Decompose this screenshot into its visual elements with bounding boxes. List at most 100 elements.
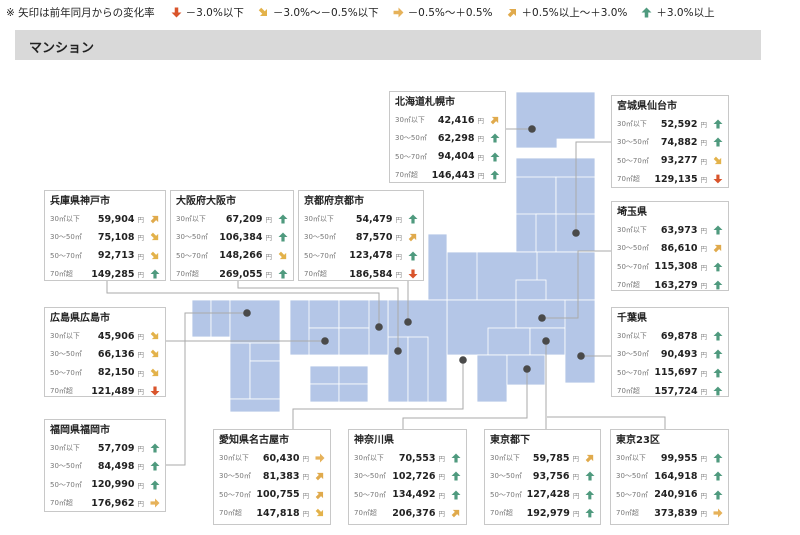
- price-row: 30～50㎡ 87,570 円: [304, 228, 418, 246]
- trend-right-arrow-icon: [713, 508, 723, 518]
- marker-tokyo: [542, 337, 550, 345]
- price-value: 192,979: [526, 507, 570, 519]
- size-band-label: 70㎡超: [616, 509, 639, 518]
- price-value: 90,493: [660, 348, 698, 360]
- currency-unit: 円: [700, 139, 708, 148]
- size-band-label: 50～70㎡: [176, 251, 208, 260]
- connector-kobe: [106, 281, 380, 327]
- region-title: 神奈川県: [354, 435, 394, 446]
- currency-unit: 円: [137, 351, 145, 360]
- currency-unit: 円: [700, 245, 708, 254]
- currency-unit: 円: [700, 121, 708, 130]
- currency-unit: 円: [395, 216, 403, 225]
- section-title: マンション: [29, 41, 95, 56]
- price-row: 30～50㎡ 93,756 円: [490, 467, 595, 485]
- currency-unit: 円: [137, 500, 145, 509]
- currency-unit: 円: [137, 234, 145, 243]
- price-value: 42,416: [437, 114, 475, 126]
- price-row: 30㎡以下 54,479 円: [304, 210, 418, 228]
- region-title: 埼玉県: [617, 207, 647, 218]
- currency-unit: 円: [302, 491, 310, 500]
- price-row: 30～50㎡ 106,384 円: [176, 228, 288, 246]
- currency-unit: 円: [477, 135, 485, 144]
- size-band-label: 30～50㎡: [616, 472, 648, 481]
- price-row: 30㎡以下 69,878 円: [617, 327, 723, 345]
- size-band-label: 50～70㎡: [395, 152, 427, 161]
- size-band-label: 70㎡超: [617, 175, 640, 184]
- marker-hiroshima: [321, 337, 329, 345]
- trend-up-arrow-icon: [713, 368, 723, 378]
- legend-item-down: －3.0%以下: [171, 5, 244, 20]
- trend-up-arrow-icon: [408, 251, 418, 261]
- price-row: 30～50㎡ 102,726 円: [354, 467, 461, 485]
- price-row: 50～70㎡ 82,150 円: [50, 364, 160, 382]
- currency-unit: 円: [477, 153, 485, 162]
- price-row: 30㎡以下 59,785 円: [490, 449, 595, 467]
- trend-up-arrow-icon: [713, 490, 723, 500]
- size-band-label: 50～70㎡: [490, 490, 522, 499]
- price-value: 134,492: [392, 489, 436, 501]
- trend-down-right-arrow-icon: [150, 233, 159, 241]
- region-card-saitama: 埼玉県 30㎡以下 63,973 円 30～50㎡ 86,610 円 50～70㎡ 115,30…: [611, 201, 729, 291]
- price-value: 149,285: [91, 268, 135, 280]
- price-row: 50～70㎡ 92,713 円: [50, 247, 160, 265]
- trend-down-right-arrow-icon: [713, 156, 722, 164]
- currency-unit: 円: [700, 176, 708, 185]
- size-band-label: 70㎡超: [395, 171, 418, 180]
- legend-label: ＋0.5%以上～＋3.0%: [521, 6, 628, 19]
- price-value: 74,882: [660, 136, 698, 148]
- trend-down-arrow-icon: [150, 386, 160, 396]
- trend-up-right-arrow-icon: [490, 116, 499, 125]
- currency-unit: 円: [137, 252, 145, 261]
- size-band-label: 50～70㎡: [354, 490, 386, 499]
- currency-unit: 円: [700, 333, 708, 342]
- price-value: 127,428: [526, 489, 570, 501]
- size-band-label: 50～70㎡: [617, 262, 649, 271]
- marker-kyoto: [404, 318, 412, 326]
- size-band-label: 70㎡超: [219, 509, 242, 518]
- region-card-fukuoka: 福岡県福岡市 30㎡以下 57,709 円 30～50㎡ 84,498 円 50～70㎡ 120…: [44, 419, 166, 512]
- price-row: 70㎡超 176,962 円: [50, 494, 160, 512]
- price-value: 82,150: [97, 367, 135, 379]
- size-band-label: 30㎡以下: [50, 215, 80, 224]
- legend-label: －3.0%～－0.5%以下: [272, 6, 379, 19]
- price-row: 50～70㎡ 123,478 円: [304, 247, 418, 265]
- connector-fukuoka: [165, 312, 247, 466]
- size-band-label: 70㎡超: [617, 387, 640, 396]
- size-band-label: 50～70㎡: [617, 156, 649, 165]
- region-card-kobe: 兵庫県神戸市 30㎡以下 59,904 円 30～50㎡ 75,108 円 50～70㎡ 92,…: [44, 190, 166, 281]
- price-row: 30㎡以下 67,209 円: [176, 210, 288, 228]
- trend-down-arrow-icon: [171, 7, 182, 17]
- trend-up-arrow-icon: [713, 262, 723, 272]
- trend-up-arrow-icon: [585, 490, 595, 500]
- price-value: 99,955: [660, 452, 698, 464]
- size-band-label: 30～50㎡: [617, 244, 649, 253]
- trend-up-right-arrow-icon: [315, 491, 324, 499]
- price-row: 30～50㎡ 86,610 円: [617, 239, 723, 257]
- size-band-label: 50～70㎡: [50, 480, 82, 489]
- trend-up-arrow-icon: [490, 133, 500, 143]
- marker-sendai: [572, 229, 580, 237]
- price-value: 269,055: [219, 268, 263, 280]
- size-band-label: 30～50㎡: [50, 462, 82, 471]
- price-value: 206,376: [392, 507, 436, 519]
- size-band-label: 30㎡以下: [50, 332, 80, 341]
- region-card-osaka: 大阪府大阪市 30㎡以下 67,209 円 30～50㎡ 106,384 円 50～70㎡ 14…: [170, 190, 294, 281]
- size-band-label: 30～50㎡: [304, 233, 336, 242]
- currency-unit: 円: [572, 510, 580, 519]
- region-title: 宮城県仙台市: [617, 101, 677, 112]
- size-band-label: 30～50㎡: [50, 233, 82, 242]
- trend-up-right-arrow-icon: [507, 8, 516, 17]
- trend-up-arrow-icon: [150, 443, 160, 453]
- trend-down-right-arrow-icon: [278, 251, 287, 259]
- currency-unit: 円: [438, 455, 446, 464]
- price-value: 102,726: [392, 470, 436, 482]
- currency-unit: 円: [700, 455, 708, 464]
- region-title: 兵庫県神戸市: [50, 196, 110, 207]
- price-value: 100,755: [256, 489, 300, 501]
- price-value: 93,277: [660, 155, 698, 167]
- trend-up-arrow-icon: [713, 225, 723, 235]
- currency-unit: 円: [137, 333, 145, 342]
- section-header: マンション: [15, 30, 761, 60]
